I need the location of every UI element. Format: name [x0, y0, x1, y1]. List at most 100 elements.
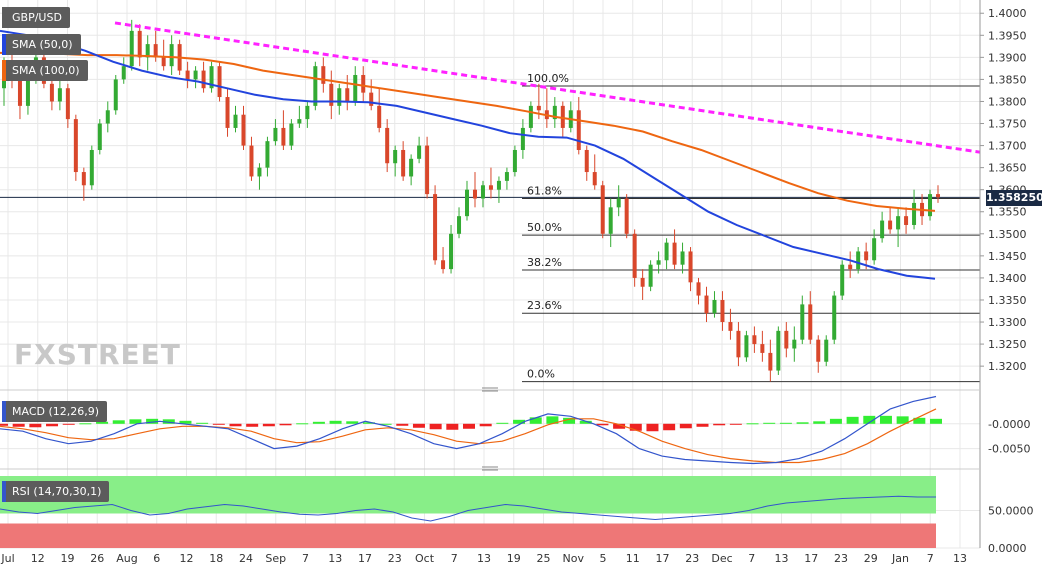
candle-body — [433, 194, 438, 261]
candle-body — [465, 189, 470, 217]
macd-histogram-bar — [513, 419, 526, 424]
candle-body — [201, 70, 206, 89]
time-tick-label: 17 — [358, 552, 372, 565]
candle-body — [409, 158, 414, 177]
macd-histogram-bar — [296, 423, 309, 425]
time-tick-label: 23 — [834, 552, 848, 565]
candle-body — [616, 198, 621, 208]
candle-body — [297, 119, 302, 124]
rsi-swatch — [2, 481, 6, 502]
candle-body — [592, 172, 597, 186]
candle-body — [872, 238, 877, 261]
watermark-text: FXSTREET — [14, 338, 181, 371]
macd-histogram-bar — [96, 421, 109, 424]
candle-body — [353, 74, 358, 102]
macd-histogram-bar — [312, 421, 325, 424]
macd-histogram-bar — [246, 423, 259, 427]
candle-body — [345, 88, 350, 102]
last-price-badge: 1.358250 — [986, 190, 1044, 206]
candle-body — [225, 97, 230, 128]
price-tick-label: 1.4000 — [988, 7, 1027, 20]
macd-histogram-bar — [62, 423, 75, 425]
candle-body — [608, 207, 613, 234]
candle-body — [305, 105, 310, 120]
macd-histogram-bar — [596, 423, 609, 426]
macd-histogram-bar — [879, 415, 892, 424]
candle-body — [512, 149, 517, 173]
macd-histogram-bar — [112, 420, 125, 424]
macd-histogram-bar — [563, 417, 576, 424]
price-tick-label: 1.3350 — [988, 294, 1027, 307]
price-tick-label: 1.3500 — [988, 228, 1027, 241]
candle-body — [169, 44, 174, 67]
macd-histogram-bar — [479, 423, 492, 427]
price-tick-label: 1.3550 — [988, 206, 1027, 219]
macd-histogram-bar — [763, 422, 776, 424]
macd-histogram-bar — [796, 422, 809, 424]
candle-body — [377, 105, 382, 128]
candle-body — [17, 79, 22, 106]
rsi-line — [0, 495, 936, 522]
candle-body — [744, 335, 749, 358]
macd-histogram-bar — [362, 422, 375, 424]
macd-histogram-bar — [463, 423, 475, 429]
candle-body — [129, 30, 134, 67]
macd-histogram-bar — [813, 421, 826, 424]
macd-histogram-bar — [262, 423, 275, 427]
candle-body — [249, 145, 254, 177]
macd-histogram-bar — [446, 423, 459, 430]
macd-histogram-bar — [613, 423, 626, 429]
macd-label[interactable]: MACD (12,26,9) — [2, 401, 108, 422]
time-tick-label: 23 — [388, 552, 402, 565]
candle-body — [880, 220, 885, 239]
candle-body — [536, 105, 541, 111]
sma100-label[interactable]: SMA (100,0) — [2, 60, 88, 81]
macd-histogram-bar — [829, 418, 842, 424]
time-tick-label: 13 — [477, 552, 491, 565]
sma100-line — [0, 51, 936, 212]
time-tick-label: 19 — [61, 552, 75, 565]
candle-body — [425, 145, 430, 195]
price-tick-label: 1.3300 — [988, 316, 1027, 329]
candle-body — [153, 44, 158, 58]
rsi-label[interactable]: RSI (14,70,30,1) — [2, 481, 110, 502]
candle-body — [800, 304, 805, 340]
candle-body — [401, 149, 406, 177]
macd-histogram-bar — [729, 423, 742, 425]
time-tick-label: 17 — [656, 552, 670, 565]
macd-histogram-bar — [79, 423, 92, 425]
candle-body — [89, 149, 94, 186]
candle-body — [65, 88, 70, 120]
time-tick-label: 7 — [748, 552, 755, 565]
candle-body — [528, 105, 533, 128]
candle-body — [472, 189, 477, 199]
candle-body — [848, 264, 853, 270]
candle-body — [488, 185, 493, 190]
macd-histogram-bar — [396, 423, 409, 426]
sma100-swatch — [2, 60, 6, 81]
sma50-swatch — [2, 34, 6, 55]
time-tick-label: Sep — [265, 552, 286, 565]
macd-signal-line — [0, 408, 937, 464]
time-tick-label: 19 — [507, 552, 521, 565]
candle-body — [728, 322, 733, 331]
candle-body — [361, 74, 366, 93]
macd-histogram-bar — [746, 423, 759, 425]
candle-body — [824, 339, 829, 362]
time-tick-label: 7 — [302, 552, 309, 565]
sma50-label[interactable]: SMA (50,0) — [2, 34, 81, 55]
candle-body — [504, 172, 509, 181]
price-tick-label: 1.3900 — [988, 51, 1027, 64]
time-tick-label: 17 — [804, 552, 818, 565]
macd-histogram-bar — [29, 423, 42, 428]
macd-histogram-bar — [579, 420, 592, 424]
price-tick-label: 1.3250 — [988, 338, 1027, 351]
macd-histogram-bar — [546, 416, 559, 424]
candle-body — [552, 105, 557, 120]
candle-body — [808, 304, 813, 340]
macd-histogram-bar — [713, 423, 726, 426]
candle-body — [217, 66, 222, 98]
time-tick-label: 12 — [31, 552, 45, 565]
resistance-trendline — [114, 21, 981, 154]
macd-histogram-bar — [179, 420, 192, 424]
